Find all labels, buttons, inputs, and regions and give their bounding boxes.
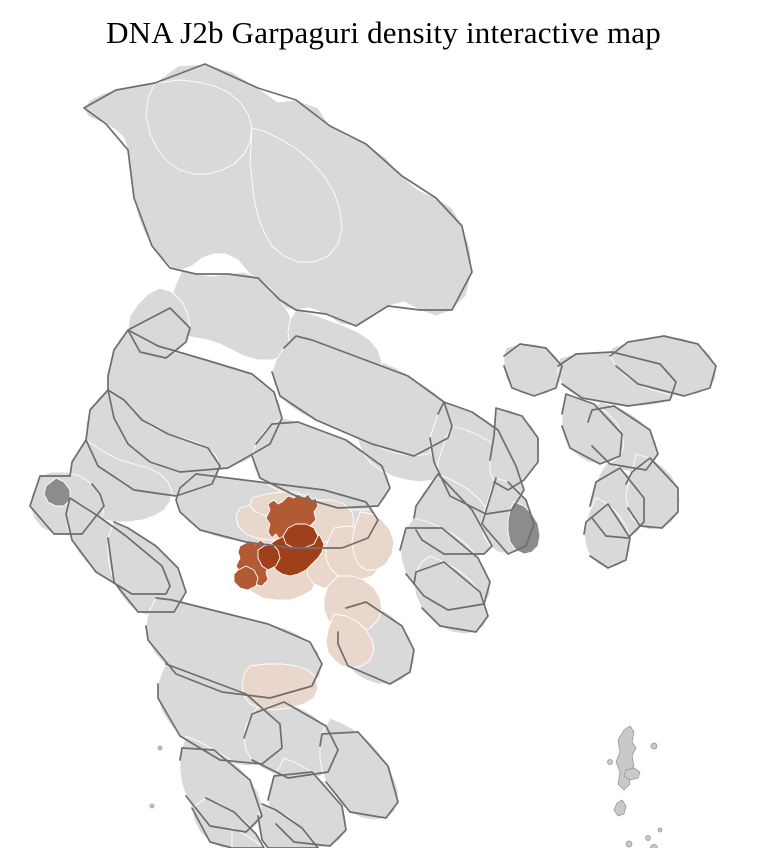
high-density-core-district-west-lobe[interactable] — [257, 543, 281, 571]
island-dot-5 — [650, 844, 658, 848]
low-district-east-belt-3[interactable] — [325, 613, 375, 669]
high-density-core-district-north-lobe[interactable] — [282, 523, 319, 549]
medium-district-west-lower[interactable] — [233, 565, 259, 591]
island-dot-2 — [607, 759, 613, 765]
andaman-island-small — [623, 767, 641, 781]
lakshadweep-dot — [157, 745, 163, 751]
map-canvas[interactable] — [0, 58, 767, 848]
state-borders-layer — [29, 63, 717, 848]
island-dot-3 — [625, 840, 633, 848]
nicobar-island-north — [613, 799, 627, 817]
nodata-region-kutch-edge[interactable] — [43, 477, 71, 507]
nodata-region[interactable] — [507, 501, 541, 555]
island-dot-4 — [645, 835, 651, 841]
island-dot-1 — [650, 742, 658, 750]
high-density-districts-layer[interactable] — [257, 523, 325, 577]
page-title: DNA J2b Garpaguri density interactive ma… — [106, 15, 661, 50]
lakshadweep-dot-2 — [149, 803, 155, 809]
island-dot-6 — [657, 827, 663, 833]
islands-layer — [149, 725, 663, 848]
india-choropleth-map[interactable] — [0, 58, 767, 848]
